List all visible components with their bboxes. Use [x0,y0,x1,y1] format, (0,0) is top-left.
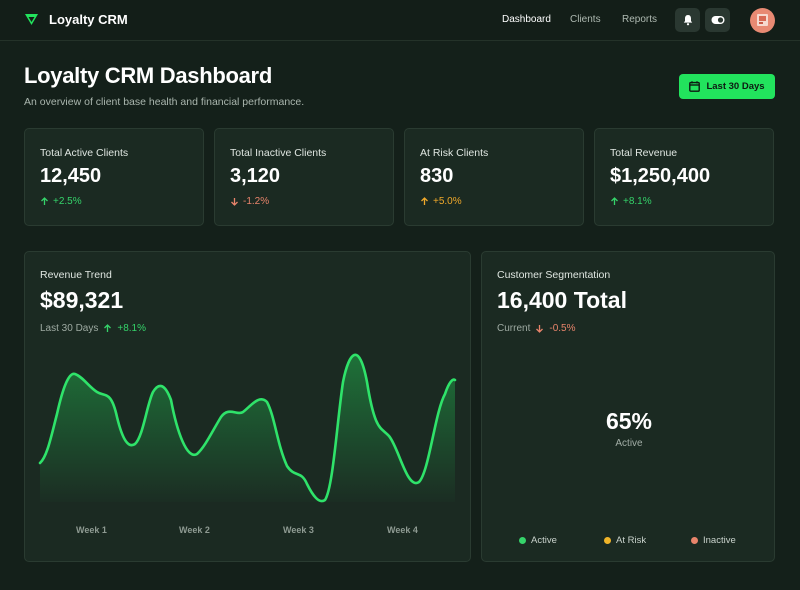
top-bar: Loyalty CRM Dashboard Clients Reports [0,0,800,41]
kpi-label: Total Active Clients [40,147,129,159]
date-range-button[interactable]: Last 30 Days [679,74,775,99]
revenue-area [40,354,455,502]
panel-title: Customer Segmentation [497,269,611,281]
x-axis-label-week-4: Week 4 [387,525,418,535]
arrow-down-icon [231,198,238,206]
revenue-trend-panel: Revenue Trend $89,321 Last 30 Days +8.1%… [24,251,471,562]
revenue-value: $89,321 [40,287,124,313]
legend-dot [691,537,698,544]
notifications-button[interactable] [675,8,700,32]
period-label: Last 30 Days [40,323,99,334]
bell-icon [683,15,692,26]
legend-dot [604,537,611,544]
arrow-down-icon [536,325,544,333]
legend-dot [519,537,526,544]
segmentation-delta: -0.5% [549,323,576,334]
segmentation-center-value: 65% [605,408,653,434]
kpi-delta: -1.2% [230,196,269,207]
x-axis-label-week-1: Week 1 [76,525,107,535]
arrow-up-icon [611,197,618,205]
kpi-value: 3,120 [230,165,281,187]
calendar-icon [689,81,701,92]
nav-clients[interactable]: Clients [570,14,601,25]
legend-label: Active [531,535,557,546]
kpi-card-active-clients: Total Active Clients 12,450 +2.5% [24,128,204,226]
nav-dashboard[interactable]: Dashboard [502,14,551,25]
kpi-label: At Risk Clients [420,147,489,159]
kpi-delta-value: -1.2% [243,196,270,207]
arrow-up-icon [104,324,112,332]
revenue-delta: +8.1% [117,323,147,334]
x-axis-label-week-2: Week 2 [179,525,210,535]
kpi-delta: +8.1% [610,196,652,207]
kpi-card-inactive-clients: Total Inactive Clients 3,120 -1.2% [214,128,394,226]
kpi-delta: +5.0% [420,196,462,207]
app-name: Loyalty CRM [49,12,128,27]
theme-toggle-button[interactable] [705,8,730,32]
page-title: Loyalty CRM Dashboard [24,63,272,88]
revenue-line-chart [38,353,457,503]
legend-item-inactive: Inactive [691,535,736,546]
segmentation-total: 16,400 Total [497,287,627,313]
legend-item-active: Active [519,535,557,546]
page-subtitle: An overview of client base health and fi… [24,96,305,108]
kpi-card-at-risk-clients: At Risk Clients 830 +5.0% [404,128,584,226]
kpi-delta-value: +8.1% [623,196,652,207]
legend-item-at-risk: At Risk [604,535,646,546]
legend-label: At Risk [616,535,647,546]
avatar[interactable] [750,8,775,33]
date-range-label: Last 30 Days [706,81,765,92]
kpi-value: $1,250,400 [610,165,711,187]
arrow-up-icon [41,197,48,205]
segmentation-center-label: Active [615,438,643,449]
kpi-label: Total Revenue [610,147,678,159]
kpi-delta-value: +5.0% [433,196,462,207]
arrow-up-icon [421,197,428,205]
logo-icon [25,14,38,25]
segmentation-period: Current -0.5% [497,323,575,334]
kpi-value: 12,450 [40,165,102,187]
kpi-value: 830 [420,165,454,187]
kpi-delta-value: +2.5% [53,196,82,207]
kpi-label: Total Inactive Clients [230,147,327,159]
revenue-period: Last 30 Days +8.1% [40,323,146,334]
revenue-line [38,353,457,503]
period-label: Current [497,323,531,334]
kpi-card-total-revenue: Total Revenue $1,250,400 +8.1% [594,128,774,226]
nav-reports[interactable]: Reports [622,14,658,25]
toggle-icon [711,16,724,24]
customer-segmentation-panel: Customer Segmentation 16,400 Total Curre… [481,251,775,562]
legend-label: Inactive [703,535,736,546]
x-axis-label-week-3: Week 3 [283,525,314,535]
panel-title: Revenue Trend [40,269,112,281]
kpi-delta: +2.5% [40,196,82,207]
